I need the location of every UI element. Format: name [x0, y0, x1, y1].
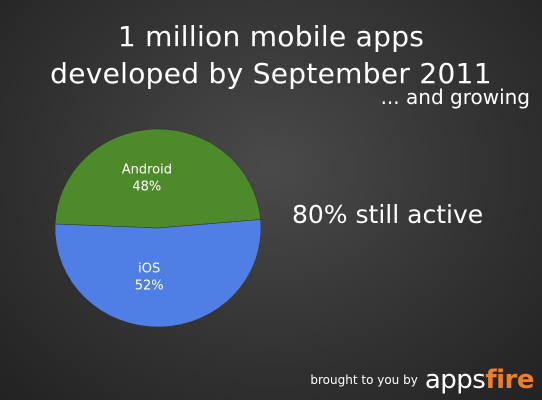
- title-line-2: developed by September 2011: [50, 57, 492, 90]
- pie-label-ios: iOS: [138, 261, 160, 276]
- subtitle: ... and growing: [380, 85, 530, 109]
- logo-apps-text: apps: [424, 365, 486, 395]
- pie-slice-android: [54, 128, 261, 229]
- pie-value-android: 48%: [132, 180, 161, 195]
- pie-label-android: Android: [122, 163, 172, 178]
- active-apps-callout: 80% still active: [292, 200, 484, 229]
- credit-text: brought to you by: [310, 373, 418, 387]
- pie-slice-ios: [54, 219, 262, 328]
- logo-fire-text: fire: [485, 365, 534, 395]
- pie-value-ios: 52%: [135, 278, 164, 293]
- title-line-1: 1 million mobile apps: [117, 20, 425, 53]
- footer-credit: brought to you by apps fire: [310, 364, 534, 396]
- appsfire-logo: apps fire: [424, 365, 535, 395]
